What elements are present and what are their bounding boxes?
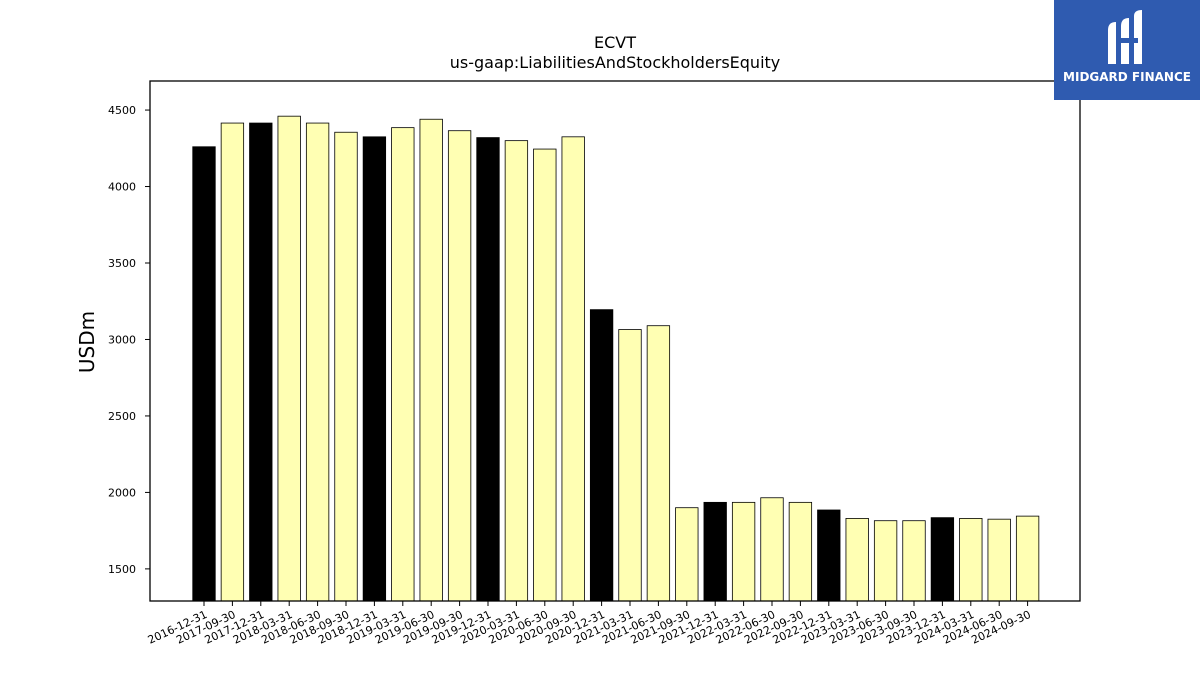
bar: [504, 140, 529, 602]
bar: [192, 146, 216, 602]
y-tick-label: 2500: [108, 410, 136, 423]
bar: [618, 329, 642, 602]
y-tick-label: 3000: [108, 333, 136, 346]
bar: [987, 518, 1011, 602]
bar: [760, 497, 784, 602]
y-tick-label: 1500: [108, 563, 136, 576]
y-axis: 1500 2000 2500 3000 3500 4000 4500: [108, 104, 150, 576]
bar: [1015, 515, 1040, 602]
logo-mark-icon: [1108, 10, 1142, 64]
logo-text: MIDGARD FINANCE: [1063, 70, 1191, 84]
bar: [391, 127, 415, 602]
y-axis-label: USDm: [75, 311, 99, 373]
midgard-finance-logo: MIDGARD FINANCE: [1054, 0, 1200, 100]
bar: [902, 520, 926, 602]
bar: [731, 501, 756, 602]
bar: [959, 518, 983, 602]
bar: [930, 517, 955, 602]
bar: [817, 509, 841, 602]
bars-group: [192, 115, 1040, 602]
bar: [589, 309, 614, 602]
x-axis: 2016-12-312017-09-302017-12-312018-03-31…: [146, 601, 1033, 647]
bar: [845, 518, 869, 602]
bar: [561, 136, 585, 602]
bar: [249, 122, 273, 602]
bar: [703, 501, 727, 602]
bar: [533, 148, 557, 602]
bar: [873, 520, 898, 602]
bar: [305, 122, 330, 602]
chart-title: ECVT: [594, 33, 636, 52]
bar: [334, 131, 358, 602]
chart-subtitle: us-gaap:LiabilitiesAndStockholdersEquity: [450, 53, 781, 72]
plot-frame: [149, 80, 1081, 602]
y-tick-label: 3500: [108, 257, 136, 270]
y-tick-label: 2000: [108, 486, 136, 499]
bar: [675, 507, 699, 602]
bar: [362, 136, 387, 602]
y-tick-label: 4000: [108, 181, 136, 194]
bar: [277, 115, 301, 602]
bar: [476, 137, 500, 602]
bar: [220, 122, 245, 602]
bar: [646, 325, 671, 602]
bar: [419, 118, 443, 602]
bar: [788, 501, 813, 602]
bar: [447, 130, 472, 602]
y-tick-label: 4500: [108, 104, 136, 117]
